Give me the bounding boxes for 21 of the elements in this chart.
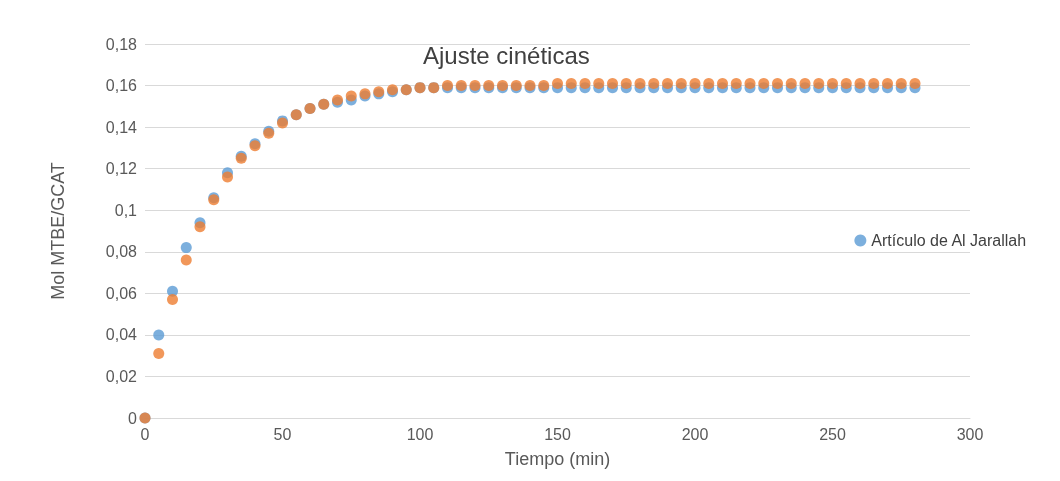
y-tick-label: 0,18 xyxy=(105,35,138,53)
x-tick-label: 250 xyxy=(819,425,846,443)
y-tick-label: 0,06 xyxy=(105,284,138,302)
x-tick-label: 0 xyxy=(140,425,150,443)
y-tick-label: 0,1 xyxy=(114,201,138,219)
chart-title: Ajuste cinéticas xyxy=(423,41,590,69)
y-tick-label: 0,12 xyxy=(105,160,138,178)
x-tick-label: 150 xyxy=(544,425,571,443)
legend-label: Artículo de Al Jarallah xyxy=(871,232,1027,249)
x-tick-label: 300 xyxy=(956,425,984,443)
y-tick-label: 0,08 xyxy=(105,243,138,261)
x-tick-label: 50 xyxy=(273,425,292,443)
y-axis-title: Mol MTBE/GCAT xyxy=(48,162,68,300)
y-tick-label: 0,14 xyxy=(105,118,138,136)
x-axis-title: Tiempo (min) xyxy=(504,449,611,469)
y-tick-label: 0 xyxy=(128,409,138,427)
x-tick-label: 200 xyxy=(681,425,709,443)
y-tick-label: 0,16 xyxy=(105,77,138,95)
y-tick-label: 0,02 xyxy=(105,367,138,385)
y-tick-label: 0,04 xyxy=(105,326,138,344)
x-tick-label: 100 xyxy=(406,425,434,443)
